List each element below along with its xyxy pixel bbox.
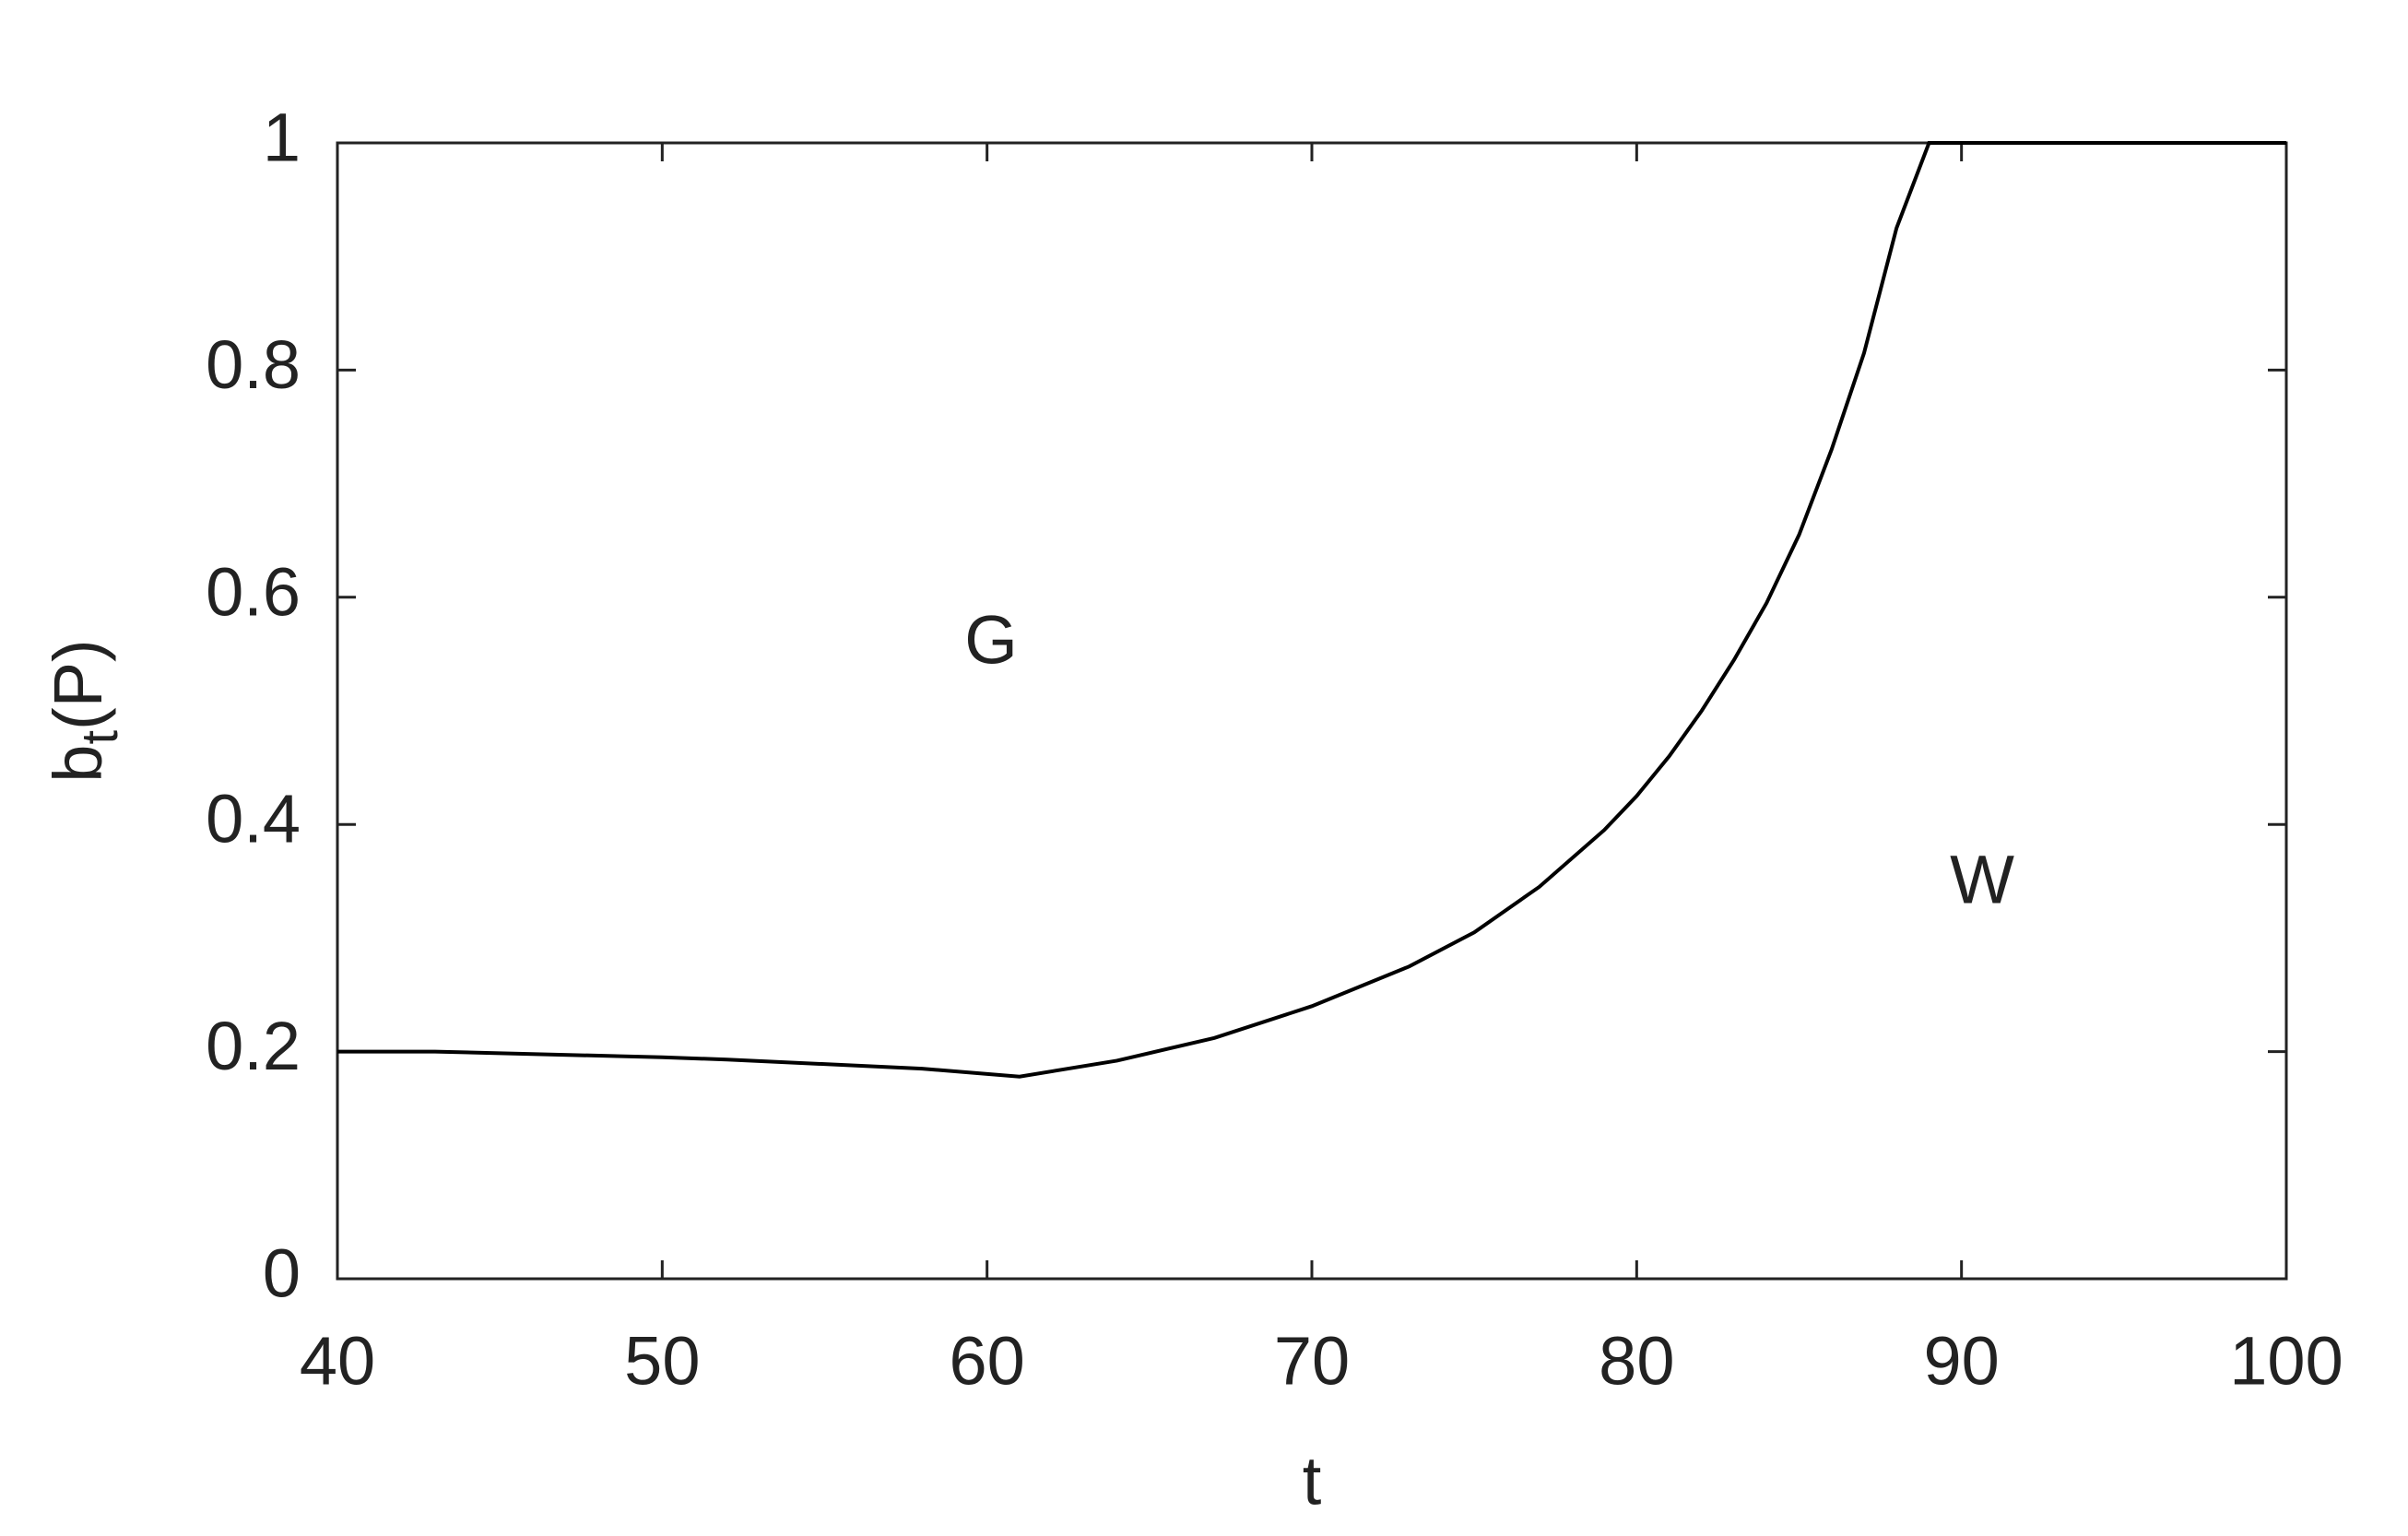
x-tick-label: 80 xyxy=(1599,1323,1674,1400)
plot-frame xyxy=(336,141,2288,1281)
x-tick-label: 50 xyxy=(624,1323,700,1400)
x-tick-label: 70 xyxy=(1274,1323,1350,1400)
x-tick-label: 60 xyxy=(950,1323,1025,1400)
y-tick-label: 0.6 xyxy=(206,553,301,630)
y-tick-label: 0.8 xyxy=(206,326,301,403)
y-tick-label: 0.2 xyxy=(206,1008,301,1084)
region-label: W xyxy=(1950,842,2014,918)
x-tick-label: 40 xyxy=(300,1323,375,1400)
x-tick-label: 100 xyxy=(2229,1323,2343,1400)
x-axis-label: t xyxy=(1303,1443,1322,1519)
region-label: G xyxy=(964,602,1018,679)
y-tick-label: 0.4 xyxy=(206,781,301,857)
line xyxy=(337,141,2286,1079)
y-tick-label: 1 xyxy=(263,100,301,176)
y-tick-label: 0 xyxy=(263,1235,301,1312)
x-tick-label: 90 xyxy=(1924,1323,2000,1400)
y-axis-label: bt(P) xyxy=(40,639,128,782)
